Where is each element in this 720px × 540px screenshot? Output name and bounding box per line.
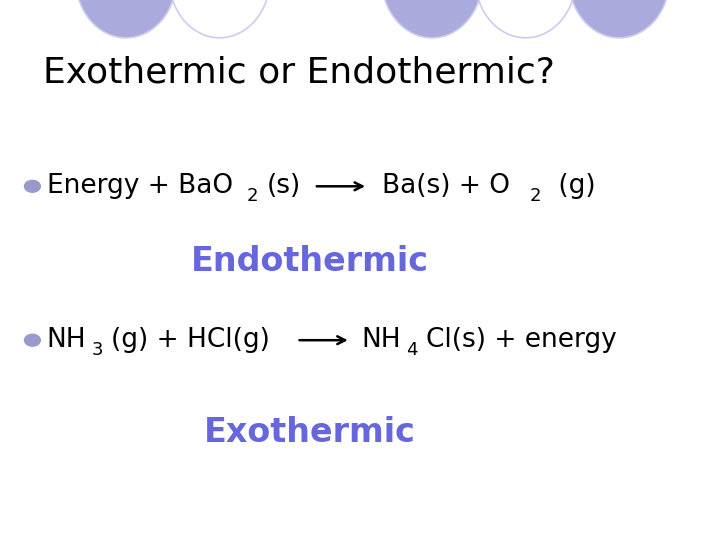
Ellipse shape <box>569 0 670 38</box>
Circle shape <box>24 180 40 192</box>
Text: (g) + HCl(g): (g) + HCl(g) <box>111 327 270 353</box>
Text: 2: 2 <box>247 187 258 205</box>
Text: (g): (g) <box>550 173 595 199</box>
Ellipse shape <box>382 0 482 38</box>
Text: Energy + BaO: Energy + BaO <box>47 173 233 199</box>
Text: 2: 2 <box>530 187 541 205</box>
Text: Endothermic: Endothermic <box>191 245 428 279</box>
Text: NH: NH <box>47 327 86 353</box>
Circle shape <box>24 334 40 346</box>
Text: 3: 3 <box>91 341 103 359</box>
Ellipse shape <box>169 0 270 38</box>
Ellipse shape <box>76 0 176 38</box>
Text: (s): (s) <box>267 173 302 199</box>
Text: Cl(s) + energy: Cl(s) + energy <box>426 327 616 353</box>
Text: Ba(s) + O: Ba(s) + O <box>382 173 510 199</box>
Text: 4: 4 <box>406 341 418 359</box>
Text: Exothermic: Exothermic <box>204 415 415 449</box>
Ellipse shape <box>475 0 576 38</box>
Text: NH: NH <box>361 327 401 353</box>
Text: Exothermic or Endothermic?: Exothermic or Endothermic? <box>43 56 555 90</box>
